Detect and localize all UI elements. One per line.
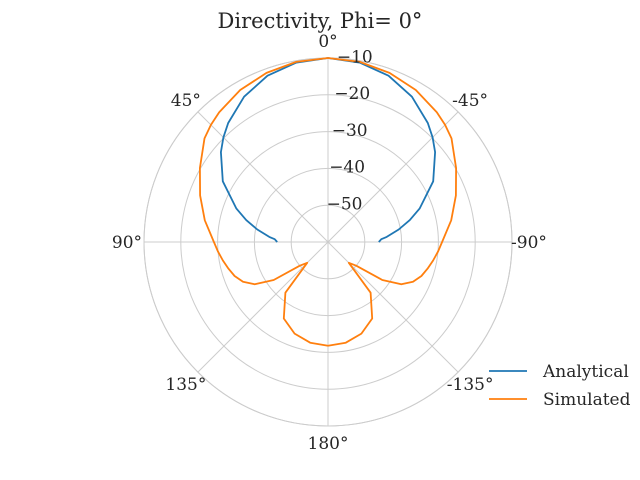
angle-grid-spoke [197,241,329,373]
radial-tick-labels: −50 −40 −30 −20 −10 [327,47,373,214]
angle-tick-label: -90° [511,233,547,253]
angle-tick-label: 180° [308,434,349,454]
angle-grid-spoke [327,111,459,243]
polar-grid [143,57,513,427]
angle-tick-label: -45° [452,91,488,111]
series-lines [199,57,457,347]
angle-tick-label: -135° [447,375,494,395]
legend: Analytical Simulated [489,362,631,410]
angle-tick-labels: 0° -45° -90° -135° 180° 135° 90° 45° [112,32,547,454]
angle-tick-label: 135° [165,375,206,395]
angle-tick-label: 90° [112,233,142,253]
angle-grid-spoke [197,111,329,243]
radial-tick-label: −20 [334,84,370,104]
radial-tick-label: −10 [337,47,373,67]
series-line-simulated [199,57,457,347]
radial-tick-label: −50 [327,194,363,214]
chart-title: Directivity, Phi= 0° [218,9,423,33]
radial-tick-label: −40 [329,158,365,178]
legend-label: Analytical [542,362,629,382]
angle-tick-label: 45° [171,91,201,111]
legend-label: Simulated [543,390,631,410]
angle-tick-label: 0° [318,32,337,52]
radial-tick-label: −30 [332,121,368,141]
angle-grid-spoke [327,241,459,373]
